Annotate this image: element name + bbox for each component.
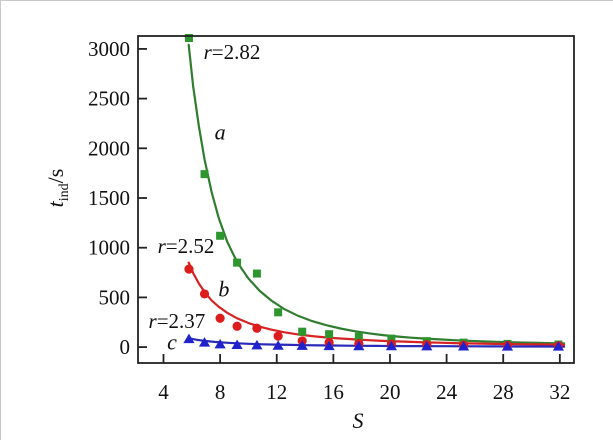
- series-a-marker: [325, 330, 334, 339]
- series-c-marker: [251, 339, 263, 350]
- y-axis-subscript: ind: [57, 183, 73, 202]
- series-c-marker: [198, 337, 211, 347]
- y-tick-label: 0: [120, 335, 131, 359]
- series-c-marker: [385, 340, 397, 351]
- x-tick-label: 32: [549, 380, 570, 404]
- series-c-letter: c: [167, 330, 177, 355]
- series-b-marker: [232, 321, 242, 331]
- series-a-marker: [354, 332, 363, 341]
- series-a-r-label: r=2.82: [204, 40, 261, 64]
- y-axis-symbol: t: [42, 201, 68, 208]
- y-axis-unit: /s: [42, 168, 68, 184]
- series-a-marker: [184, 33, 193, 42]
- y-tick-label: 2000: [88, 136, 130, 160]
- series-a-marker: [216, 231, 225, 240]
- y-tick-label: 2500: [88, 87, 130, 111]
- series-a-marker: [233, 258, 242, 267]
- x-tick-label: 16: [323, 380, 344, 404]
- series-b-marker: [252, 323, 262, 333]
- x-tick-label: 24: [436, 380, 458, 404]
- series-a-marker: [252, 269, 261, 278]
- series-c-marker: [296, 340, 308, 350]
- series-a-marker: [387, 334, 396, 343]
- series-c-marker: [183, 333, 195, 344]
- series-c-marker: [501, 341, 514, 351]
- series-c-marker: [323, 340, 335, 351]
- series-c-marker: [421, 340, 433, 351]
- x-tick-label: 8: [215, 380, 226, 404]
- y-tick-label: 1500: [88, 186, 130, 210]
- series-b-r-label: r=2.52: [158, 234, 215, 258]
- y-tick-label: 500: [99, 285, 131, 309]
- series-c-marker: [457, 341, 470, 351]
- x-tick-label: 4: [158, 380, 169, 404]
- series-b-curve: [187, 261, 566, 346]
- x-tick-label: 20: [379, 380, 400, 404]
- x-tick-label: 12: [266, 380, 287, 404]
- x-tick-label: 28: [493, 380, 514, 404]
- series-c-r-label: r=2.37: [149, 309, 206, 333]
- series-b-marker: [184, 264, 194, 274]
- series-a-marker: [274, 308, 283, 317]
- series-a-letter: a: [215, 120, 226, 145]
- series-c-marker: [214, 338, 226, 349]
- x-axis-label: S: [352, 408, 364, 433]
- series-c-marker: [272, 340, 284, 350]
- y-axis-label: tind/s: [43, 169, 73, 208]
- series-b-marker: [215, 313, 225, 323]
- series-c-marker: [231, 339, 243, 350]
- series-a-marker: [200, 170, 209, 179]
- y-tick-label: 1000: [88, 236, 130, 260]
- plot-frame: [137, 35, 575, 364]
- series-a-marker: [298, 327, 307, 336]
- series-c-marker: [353, 340, 365, 351]
- series-b-letter: b: [218, 277, 229, 302]
- series-b-marker: [273, 331, 283, 341]
- series-b-marker: [199, 289, 210, 299]
- series-c-marker: [552, 341, 565, 351]
- series-a-curve: [187, 43, 566, 345]
- y-tick-label: 3000: [88, 37, 130, 61]
